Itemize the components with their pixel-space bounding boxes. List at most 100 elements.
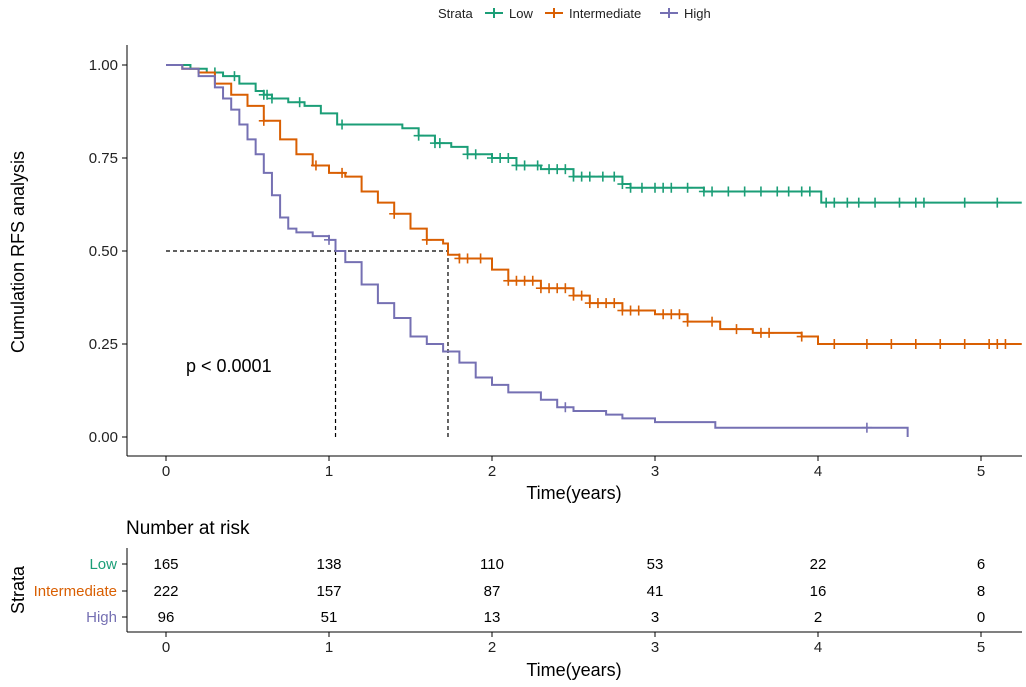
censor-mark-low [853,197,864,208]
risk-y-axis-title: Strata [8,565,28,614]
censor-mark-low [772,186,783,197]
censor-mark-intermediate [389,208,400,219]
censor-mark-low [636,182,647,193]
risk-strata-label-intermediate: Intermediate [34,583,117,600]
risk-count: 165 [153,556,178,573]
censor-mark-high [560,402,571,413]
censor-mark-low [266,93,277,104]
x-axis-title: Time(years) [526,483,621,503]
km-plot: 0.00 0.25 0.50 0.75 1.00 0 1 2 3 4 5 p < 0.0001 T… [8,45,1022,503]
censor-mark-low [519,160,530,171]
censor-mark-intermediate [764,327,775,338]
legend-item-low: Low [485,6,533,21]
risk-count: 22 [810,556,827,573]
censor-mark-low [503,153,514,163]
legend-item-high: High [660,6,711,21]
risk-strata-label-low: Low [89,556,117,573]
censor-mark-intermediate [337,167,348,178]
x-ticks: 0 1 2 3 4 5 [162,456,985,480]
censor-mark-intermediate [861,339,872,349]
series-line-low [166,64,1022,204]
median-lines [166,250,449,437]
risk-count: 3 [651,609,659,626]
risk-count: 6 [977,556,985,573]
risk-x-tick-label: 0 [162,639,170,656]
censor-mark-low [609,171,620,182]
risk-x-tick-label: 4 [814,639,822,656]
censor-mark-low [617,179,628,190]
censor-mark-low [723,186,734,197]
censor-mark-high [861,422,872,433]
risk-count: 222 [153,583,178,600]
censor-mark-intermediate [527,275,538,286]
risk-count: 16 [810,583,827,600]
y-tick-label: 1.00 [89,57,118,74]
risk-count: 53 [647,556,664,573]
censor-mark-intermediate [462,253,473,264]
y-axis-title: Cumulation RFS analysis [8,151,28,353]
censor-mark-intermediate [421,234,432,245]
censor-mark-intermediate [674,309,685,320]
risk-x-tick-label: 5 [977,639,985,656]
censor-mark-low [682,182,693,193]
risk-count: 8 [977,583,985,600]
censor-mark-low [229,71,240,82]
legend-title: Strata [438,6,473,21]
risk-count: 138 [316,556,341,573]
censor-mark-intermediate [959,339,970,349]
risk-count: 2 [814,609,822,626]
censor-mark-low [625,182,636,193]
censor-mark-intermediate [1000,339,1011,349]
censor-mark-intermediate [886,339,897,349]
censor-mark-low [992,197,1003,208]
risk-x-tick-label: 2 [488,639,496,656]
y-tick-label: 0.75 [89,150,118,167]
censor-mark-low [532,160,543,171]
censor-mark-low [959,197,970,208]
risk-count: 13 [484,609,501,626]
x-tick-label: 4 [814,463,822,480]
censor-mark-intermediate [576,290,587,301]
legend-label: High [684,6,711,21]
censor-mark-intermediate [475,253,486,264]
legend-item-intermediate: Intermediate [545,6,641,21]
series-layer [166,64,1022,437]
risk-count: 51 [321,609,338,626]
risk-table-title: Number at risk [126,518,250,539]
censor-mark-low [707,186,718,197]
censor-mark-intermediate [310,160,321,171]
censor-mark-intermediate [707,316,718,327]
legend-items: Low Intermediate High [485,6,711,21]
censor-mark-low [584,171,595,182]
risk-count: 96 [158,609,175,626]
censor-mark-low [918,197,929,208]
censor-mark-intermediate [633,305,644,316]
risk-count: 87 [484,583,501,600]
risk-strata-label-high: High [86,609,117,626]
y-tick-label: 0.50 [89,243,118,260]
censor-mark-intermediate [560,283,571,294]
censor-mark-low [597,171,608,182]
censor-mark-low [470,149,481,160]
series-line-high [166,64,909,437]
censor-mark-intermediate [829,339,840,349]
legend: Strata Low Intermediate High [438,6,711,21]
censor-mark-low [842,197,853,208]
censor-mark-high [324,234,334,245]
censor-mark-intermediate [910,339,921,349]
censor-mark-low [413,130,424,141]
x-tick-label: 0 [162,463,170,480]
y-tick-label: 0.25 [89,336,118,353]
censor-mark-low [804,186,815,197]
risk-x-axis-title: Time(years) [526,660,621,680]
x-tick-label: 5 [977,463,985,480]
p-value-annotation: p < 0.0001 [186,356,272,376]
risk-count: 110 [480,556,504,573]
x-tick-label: 3 [651,463,659,480]
censor-mark-low [755,186,766,197]
censor-mark-low [666,182,677,193]
risk-x-tick-label: 1 [325,639,333,656]
censor-mark-low [294,97,305,108]
